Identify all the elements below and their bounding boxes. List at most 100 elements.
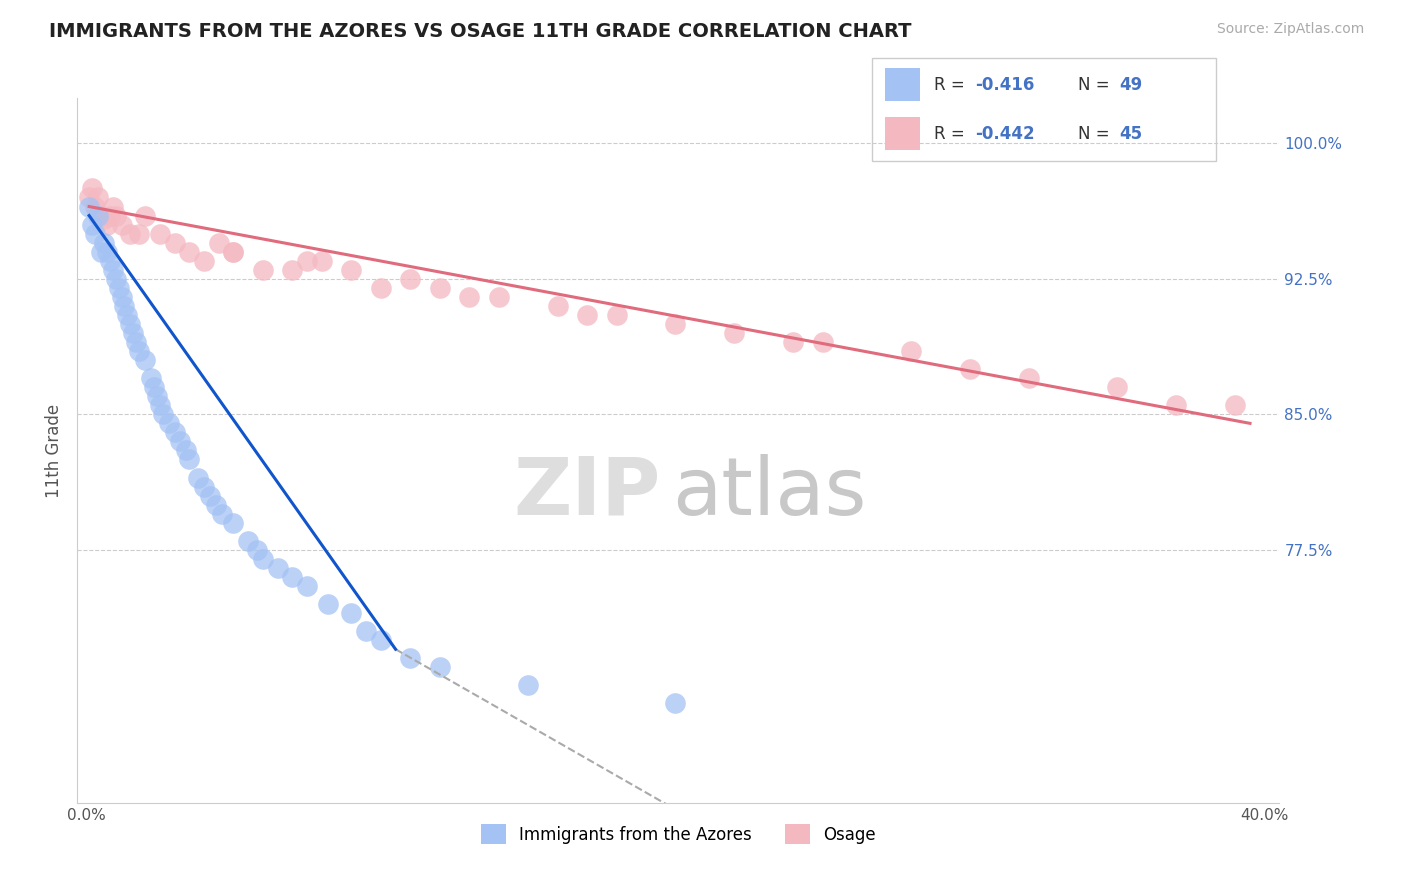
Point bbox=[354, 624, 377, 639]
Point bbox=[77, 200, 100, 214]
Point bbox=[252, 262, 274, 277]
Point bbox=[163, 425, 186, 440]
Point bbox=[101, 200, 124, 214]
Text: -0.416: -0.416 bbox=[976, 76, 1035, 94]
Point bbox=[179, 244, 201, 259]
Point bbox=[664, 317, 686, 331]
Point bbox=[340, 606, 363, 620]
Point bbox=[1166, 398, 1188, 412]
Text: R =: R = bbox=[934, 76, 970, 94]
Point bbox=[134, 209, 156, 223]
Point bbox=[101, 262, 124, 277]
Y-axis label: 11th Grade: 11th Grade bbox=[45, 403, 63, 498]
Point bbox=[782, 334, 804, 349]
FancyBboxPatch shape bbox=[886, 69, 920, 101]
Point bbox=[104, 209, 127, 223]
Point bbox=[399, 272, 422, 286]
Text: IMMIGRANTS FROM THE AZORES VS OSAGE 11TH GRADE CORRELATION CHART: IMMIGRANTS FROM THE AZORES VS OSAGE 11TH… bbox=[49, 22, 911, 41]
Text: 45: 45 bbox=[1119, 125, 1143, 143]
Point bbox=[90, 244, 112, 259]
Text: -0.442: -0.442 bbox=[976, 125, 1035, 143]
Point bbox=[96, 218, 118, 232]
Point bbox=[340, 262, 363, 277]
Point bbox=[93, 235, 115, 250]
Point bbox=[176, 443, 198, 458]
Point bbox=[163, 235, 186, 250]
Point bbox=[142, 380, 165, 394]
Point bbox=[295, 579, 318, 593]
Point bbox=[723, 326, 745, 340]
Point bbox=[222, 244, 245, 259]
Point bbox=[238, 533, 260, 548]
Point bbox=[84, 227, 107, 241]
Point bbox=[90, 209, 112, 223]
Point bbox=[211, 507, 233, 521]
Point bbox=[429, 660, 451, 674]
Point bbox=[134, 353, 156, 368]
Point bbox=[959, 362, 981, 376]
Point bbox=[84, 200, 107, 214]
Point bbox=[104, 272, 127, 286]
Point bbox=[208, 235, 231, 250]
Point bbox=[157, 417, 180, 431]
Point bbox=[128, 344, 150, 359]
Point bbox=[204, 498, 226, 512]
Point bbox=[281, 570, 304, 584]
Point bbox=[117, 308, 139, 322]
Point bbox=[93, 212, 115, 227]
Point bbox=[80, 218, 103, 232]
Text: R =: R = bbox=[934, 125, 970, 143]
Point bbox=[576, 308, 599, 322]
FancyBboxPatch shape bbox=[886, 118, 920, 150]
Point bbox=[122, 326, 145, 340]
Text: N =: N = bbox=[1078, 76, 1115, 94]
Point bbox=[295, 253, 318, 268]
Point bbox=[246, 542, 269, 557]
Point bbox=[399, 651, 422, 665]
Point bbox=[267, 561, 290, 575]
Point bbox=[120, 317, 142, 331]
Text: N =: N = bbox=[1078, 125, 1115, 143]
Point bbox=[193, 480, 215, 494]
Point bbox=[252, 552, 274, 566]
Point bbox=[198, 489, 221, 503]
Text: 49: 49 bbox=[1119, 76, 1143, 94]
Point bbox=[107, 281, 129, 295]
Point bbox=[125, 334, 148, 349]
Point bbox=[664, 697, 686, 711]
Point bbox=[120, 227, 142, 241]
Point bbox=[488, 290, 510, 304]
Point bbox=[98, 209, 121, 223]
Point bbox=[222, 516, 245, 530]
Text: atlas: atlas bbox=[672, 454, 866, 532]
Point bbox=[77, 190, 100, 204]
Point bbox=[149, 227, 172, 241]
Point bbox=[87, 190, 110, 204]
Point bbox=[900, 344, 922, 359]
Point bbox=[179, 452, 201, 467]
Point bbox=[1018, 371, 1040, 385]
Point bbox=[87, 209, 110, 223]
Point bbox=[1107, 380, 1129, 394]
Point bbox=[222, 244, 245, 259]
Point bbox=[193, 253, 215, 268]
Point bbox=[149, 398, 172, 412]
Legend: Immigrants from the Azores, Osage: Immigrants from the Azores, Osage bbox=[474, 817, 883, 851]
Point bbox=[98, 253, 121, 268]
Point bbox=[110, 218, 132, 232]
Point bbox=[517, 678, 540, 692]
Point bbox=[458, 290, 481, 304]
Point bbox=[187, 470, 209, 484]
Point bbox=[281, 262, 304, 277]
Point bbox=[311, 253, 333, 268]
Point bbox=[152, 407, 174, 421]
Point bbox=[114, 299, 136, 313]
Point bbox=[128, 227, 150, 241]
Point bbox=[139, 371, 162, 385]
Point bbox=[169, 434, 191, 449]
Point bbox=[370, 281, 392, 295]
Point bbox=[316, 597, 339, 611]
Text: Source: ZipAtlas.com: Source: ZipAtlas.com bbox=[1216, 22, 1364, 37]
Point bbox=[605, 308, 627, 322]
Text: ZIP: ZIP bbox=[513, 454, 661, 532]
